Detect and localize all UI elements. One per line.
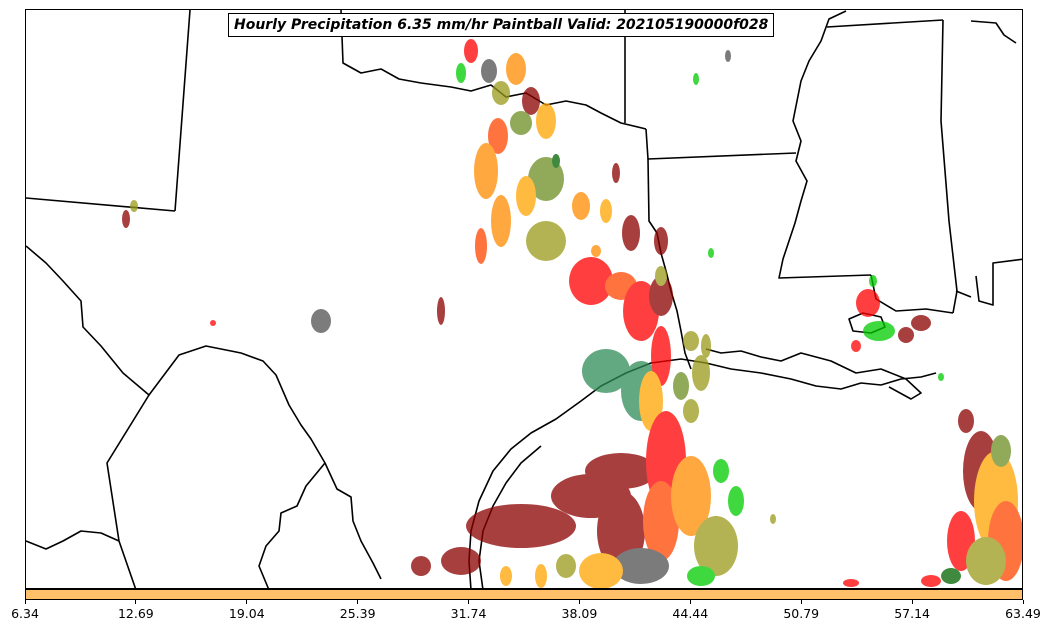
rio-grande-border [26,245,382,580]
colorbar-tick-mark [246,600,248,604]
precipitation-map [26,10,1022,588]
red-river-border [340,10,647,130]
state-border-ms-north [826,19,944,28]
map-panel [25,9,1023,589]
map-title: Hourly Precipitation 6.35 mm/hr Paintbal… [228,13,775,37]
colorbar-tick-mark [689,600,691,604]
colorbar-tick-label: 63.49 [1005,606,1041,621]
colorbar-tick-mark [1022,600,1024,604]
colorbar [25,589,1023,600]
colorbar-tick-mark [24,600,26,604]
colorbar-tick-label: 57.14 [894,606,931,621]
colorbar-tick-label: 12.69 [117,606,154,621]
state-border-ms-la-south [870,274,954,314]
colorbar-tick-mark [800,600,802,604]
state-border-nm-east [174,10,191,212]
state-border-al-east [975,258,1022,306]
colorbar-tick-mark [357,600,359,604]
louisiana-coast [705,348,922,400]
state-border-al-fl [970,20,1017,44]
mexico-state-line-3 [258,462,326,588]
colorbar-tick-label: 6.34 [11,606,39,621]
colorbar-tick-mark [135,600,137,604]
colorbar-tick-mark [468,600,470,604]
colorbar-tick-label: 50.79 [783,606,820,621]
colorbar-tick-label: 31.74 [450,606,487,621]
colorbar-tick-label: 44.44 [672,606,709,621]
mississippi-river-border [778,10,872,279]
gulf-offshore-1 [955,290,972,298]
colorbar-tick-mark [578,600,580,604]
state-border-nm-south [26,197,176,212]
state-border-ms-al [940,19,958,314]
colorbar-tick-label: 19.04 [228,606,265,621]
colorbar-tick-mark [911,600,913,604]
mexico-state-line-1 [106,394,150,588]
state-border-ar-la [645,128,797,160]
mexico-state-line-2 [26,530,120,550]
precip-paintballs [122,39,1022,588]
colorbar-tick-label: 38.09 [561,606,598,621]
colorbar-tick-label: 25.39 [339,606,376,621]
